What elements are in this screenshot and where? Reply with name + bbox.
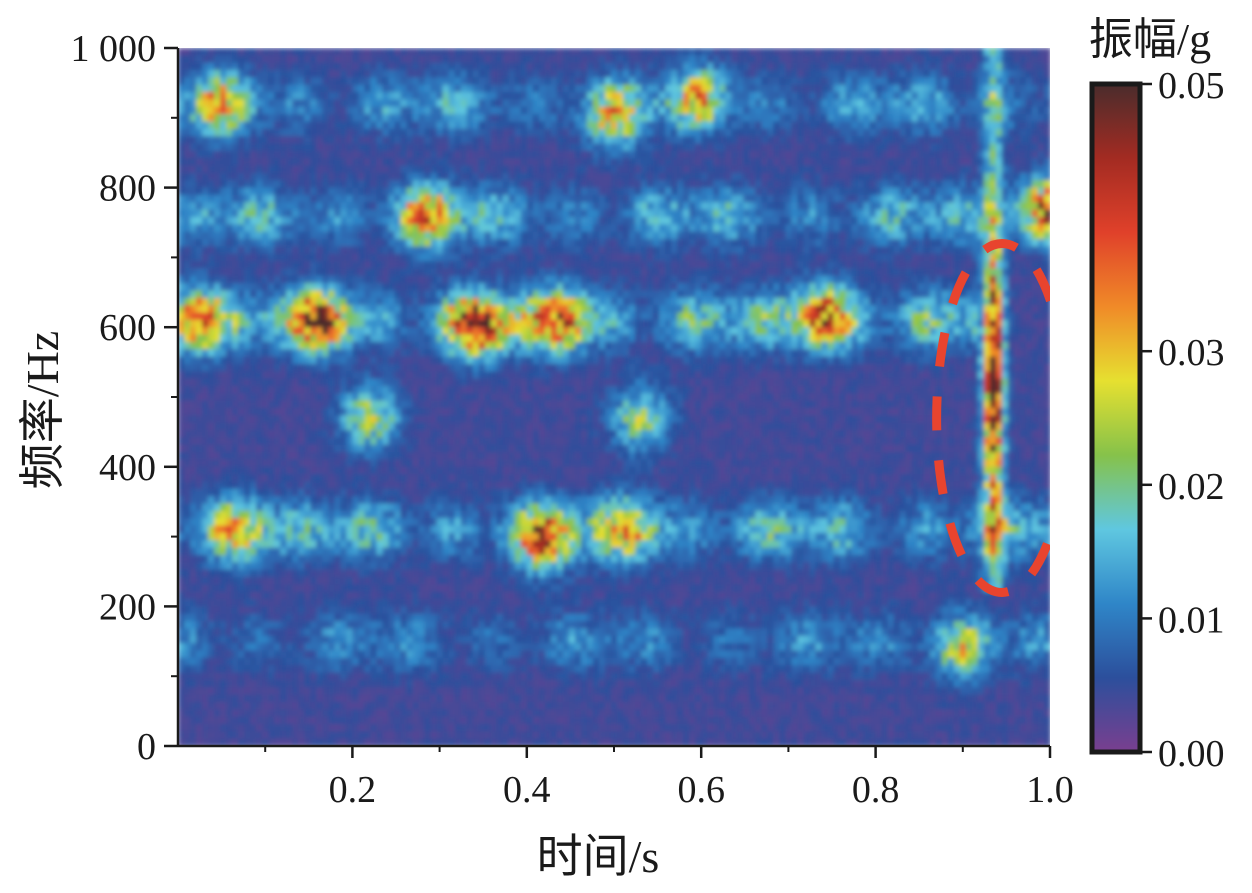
- y-tick-label: 600: [99, 307, 156, 349]
- colorbar-gradient: [1092, 84, 1140, 752]
- x-tick-label: 0.6: [677, 769, 725, 811]
- colorbar-tick-label: 0.03: [1158, 332, 1225, 374]
- heatmap-cells: [178, 48, 1051, 747]
- y-tick-label: 0: [137, 726, 156, 768]
- y-tick-label: 800: [99, 168, 156, 210]
- heatmap-area: [178, 48, 1051, 747]
- colorbar-title: 振幅/g: [1089, 15, 1211, 64]
- x-tick-label: 0.8: [852, 769, 900, 811]
- colorbar: 0.00 0.01 0.02 0.03 0.05: [1092, 65, 1225, 775]
- colorbar-tick-label: 0.02: [1158, 466, 1225, 508]
- y-axis-title: 频率/Hz: [17, 331, 68, 489]
- x-tick-label: 0.4: [503, 769, 551, 811]
- colorbar-tick-label: 0.00: [1158, 733, 1225, 775]
- colorbar-tick-label: 0.01: [1158, 599, 1225, 641]
- y-tick-label: 1 000: [71, 28, 157, 70]
- x-tick-label: 1.0: [1026, 769, 1074, 811]
- x-axis-title: 时间/s: [537, 831, 660, 882]
- x-tick-label: 0.2: [329, 769, 377, 811]
- colorbar-tick-label: 0.05: [1158, 65, 1225, 107]
- y-tick-label: 200: [99, 586, 156, 628]
- y-tick-label: 400: [99, 447, 156, 489]
